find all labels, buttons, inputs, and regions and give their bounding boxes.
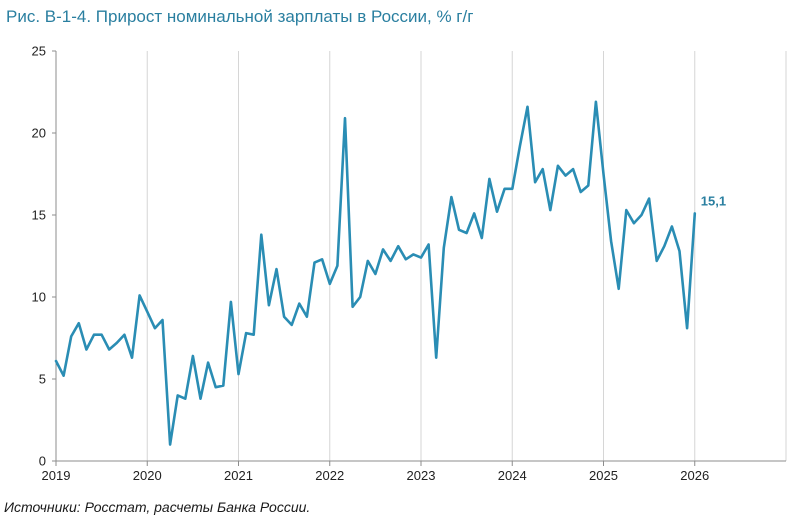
series-line-0: [54, 100, 697, 446]
x-tick-label: 2021: [224, 468, 253, 483]
x-tick-label: 2022: [315, 468, 344, 483]
data-labels: 15,1: [701, 193, 726, 208]
y-tick-labels: 0 5 10 15 20 25: [32, 44, 56, 469]
x-tick-labels: 2019 2020 2021 2022 2023 2024 2025 2026: [42, 461, 709, 483]
y-tick-label: 25: [32, 44, 46, 59]
x-tick-label: 2019: [42, 468, 71, 483]
chart-title: Рис. В-1-4. Прирост номинальной зарплаты…: [6, 7, 474, 26]
x-tick-label: 2020: [133, 468, 162, 483]
x-tick-label: 2025: [589, 468, 618, 483]
series-group: [54, 100, 697, 446]
source-note: Источники: Росстат, расчеты Банка России…: [4, 499, 311, 515]
last-value-label: 15,1: [701, 193, 726, 208]
y-tick-label: 10: [32, 290, 46, 305]
x-tick-label: 2024: [498, 468, 527, 483]
vertical-gridlines: [146, 51, 787, 461]
y-tick-label: 0: [39, 454, 46, 469]
x-tick-label: 2026: [680, 468, 709, 483]
y-tick-label: 20: [32, 126, 46, 141]
y-tick-label: 5: [39, 372, 46, 387]
x-tick-label: 2023: [407, 468, 436, 483]
y-tick-label: 15: [32, 208, 46, 223]
